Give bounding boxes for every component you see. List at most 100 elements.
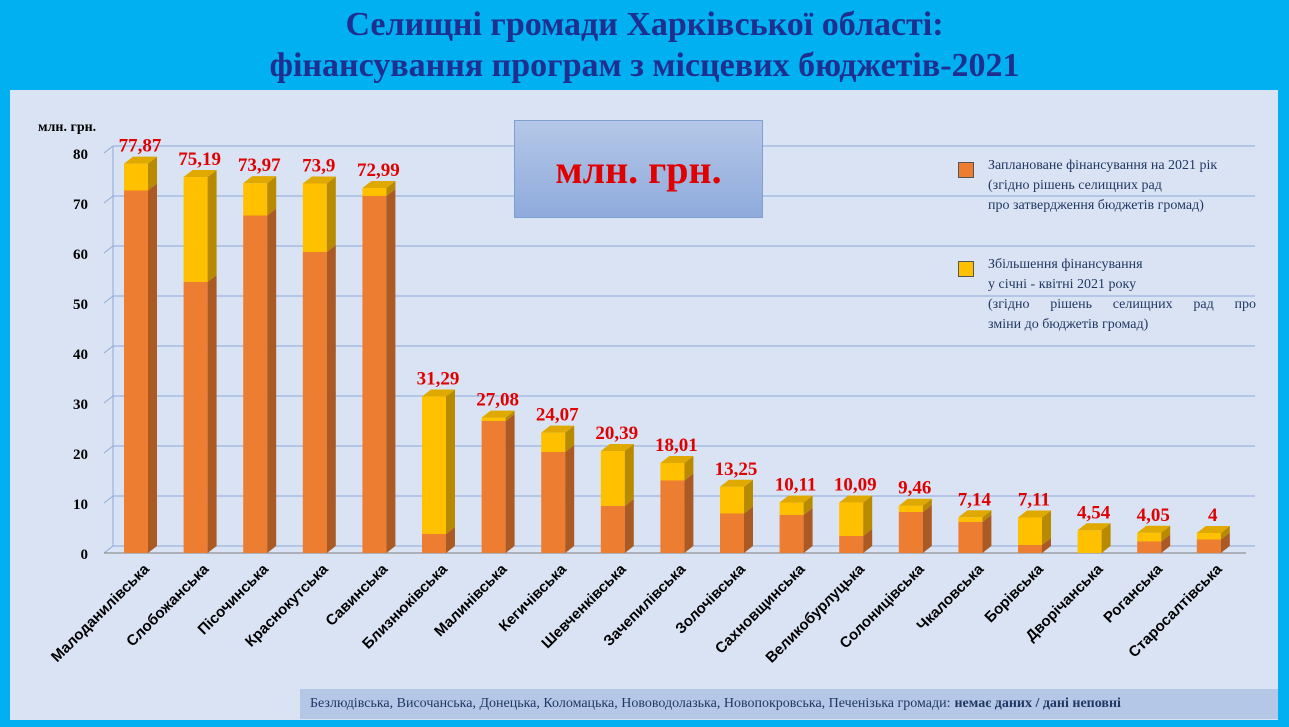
bar-top bbox=[541, 425, 575, 433]
unit-box-text: млн. грн. bbox=[555, 146, 722, 192]
bar-increase-side bbox=[565, 425, 575, 452]
legend-item-planned: Заплановане фінансування на 2021 рік (зг… bbox=[988, 156, 1217, 216]
x-tick-label: Великобурлуцька bbox=[762, 560, 868, 666]
gridline-diag bbox=[103, 345, 114, 354]
bar-increase-front bbox=[243, 183, 268, 216]
legend-swatch-increase bbox=[958, 261, 974, 277]
data-label: 31,29 bbox=[417, 369, 460, 390]
bar-planned-front bbox=[898, 512, 923, 553]
bar-top bbox=[958, 510, 992, 518]
bar-planned-side bbox=[1220, 532, 1230, 553]
data-label: 13,25 bbox=[715, 459, 758, 480]
data-label: 10,11 bbox=[775, 474, 817, 495]
y-tick-label: 60 bbox=[73, 247, 88, 263]
bar-increase-side bbox=[863, 495, 873, 536]
y-tick-label: 10 bbox=[73, 497, 88, 513]
bar-planned-side bbox=[803, 508, 813, 553]
bar-planned-front bbox=[243, 215, 268, 553]
x-tick-label: Малоданилівська bbox=[48, 560, 153, 665]
bar-increase-front bbox=[779, 502, 804, 515]
bar-increase-side bbox=[1042, 510, 1051, 545]
bar-planned-front bbox=[1137, 541, 1162, 553]
bar-increase-front bbox=[660, 462, 685, 481]
y-tick-label: 70 bbox=[73, 197, 88, 213]
bar-increase-side bbox=[267, 176, 277, 216]
gridline-diag bbox=[103, 545, 114, 554]
bar-planned-front bbox=[660, 480, 685, 553]
bar-increase-front bbox=[720, 486, 744, 514]
data-label: 72,99 bbox=[357, 160, 400, 181]
gridline-diag bbox=[103, 445, 114, 454]
data-label: 7,11 bbox=[1018, 489, 1050, 510]
bar-increase-front bbox=[1196, 533, 1221, 540]
data-label: 73,97 bbox=[238, 155, 281, 176]
bar-planned-front bbox=[481, 421, 506, 553]
bar-increase-side bbox=[803, 495, 813, 515]
bar-planned-side bbox=[207, 275, 217, 553]
bar-planned-side bbox=[326, 245, 336, 553]
bar-planned-front bbox=[958, 522, 983, 553]
chart-title-line1: Селищні громади Харківської області: bbox=[345, 6, 944, 43]
bar-increase-side bbox=[624, 444, 634, 506]
data-label: 73,9 bbox=[302, 156, 335, 177]
bar-top bbox=[243, 176, 277, 184]
legend-increase-line1: Збільшення фінансування bbox=[988, 257, 1143, 272]
bar-top bbox=[1018, 510, 1051, 518]
data-label: 24,07 bbox=[536, 405, 579, 426]
bar-planned-front bbox=[720, 513, 744, 553]
bar-planned-front bbox=[541, 452, 566, 553]
bar-increase-side bbox=[744, 479, 753, 514]
footer-note: Безлюдівська, Височанська, Донецька, Кол… bbox=[300, 689, 1278, 719]
bar-top bbox=[660, 455, 694, 463]
bar-planned-front bbox=[183, 282, 208, 553]
y-axis-label: млн. грн. bbox=[38, 120, 96, 135]
y-tick-label: 30 bbox=[73, 397, 88, 413]
bar-increase-side bbox=[446, 389, 455, 534]
bar-planned-side bbox=[1161, 534, 1171, 553]
data-label: 7,14 bbox=[958, 489, 992, 510]
bar-planned-side bbox=[1042, 538, 1051, 553]
bar-increase-side bbox=[148, 156, 157, 191]
bar-increase-side bbox=[1101, 523, 1111, 553]
bar-top bbox=[1196, 526, 1230, 533]
data-label: 27,08 bbox=[476, 390, 519, 411]
data-label: 10,09 bbox=[834, 475, 877, 496]
bar-increase-front bbox=[1018, 517, 1042, 545]
data-label: 4,54 bbox=[1077, 502, 1111, 523]
bar-increase-front bbox=[1137, 532, 1162, 542]
bar-planned-side bbox=[565, 445, 575, 553]
bar-planned-side bbox=[684, 473, 694, 553]
bar-increase-front bbox=[541, 432, 566, 452]
bar-increase-front bbox=[600, 451, 625, 506]
footer-bold: немає даних / дані неповні bbox=[954, 696, 1121, 711]
legend-increase-line3: (згідно рішень селищних рад про bbox=[988, 297, 1256, 312]
y-tick-label: 0 bbox=[81, 547, 89, 563]
bar-top bbox=[362, 181, 396, 189]
bar-increase-side bbox=[505, 410, 515, 421]
bar-increase-front bbox=[183, 177, 208, 282]
bar-planned-side bbox=[744, 506, 753, 553]
bar-top bbox=[422, 389, 455, 397]
gridline-diag bbox=[103, 245, 114, 254]
bar-planned-front bbox=[779, 515, 804, 553]
bar-planned-side bbox=[148, 183, 157, 553]
unit-box: млн. грн. bbox=[514, 120, 763, 218]
bar-increase-front bbox=[124, 163, 148, 191]
bar-planned-side bbox=[505, 414, 515, 553]
bar-increase-front bbox=[898, 505, 923, 512]
bar-increase-side bbox=[1220, 526, 1230, 540]
bar-top bbox=[481, 410, 515, 418]
bar-top bbox=[124, 156, 157, 164]
gridline-diag bbox=[103, 195, 114, 204]
chart-title-line2: фінансування програм з місцевих бюджетів… bbox=[269, 47, 1020, 84]
bar-planned-front bbox=[839, 536, 864, 553]
bar-increase-front bbox=[481, 417, 506, 421]
y-tick-label: 20 bbox=[73, 447, 88, 463]
legend-planned-line1: Заплановане фінансування на 2021 рік bbox=[988, 158, 1218, 173]
bar-top bbox=[600, 444, 634, 452]
bar-planned-side bbox=[386, 189, 396, 553]
data-label: 18,01 bbox=[655, 435, 698, 456]
data-label: 20,39 bbox=[595, 423, 638, 444]
gridline-diag bbox=[103, 145, 114, 154]
